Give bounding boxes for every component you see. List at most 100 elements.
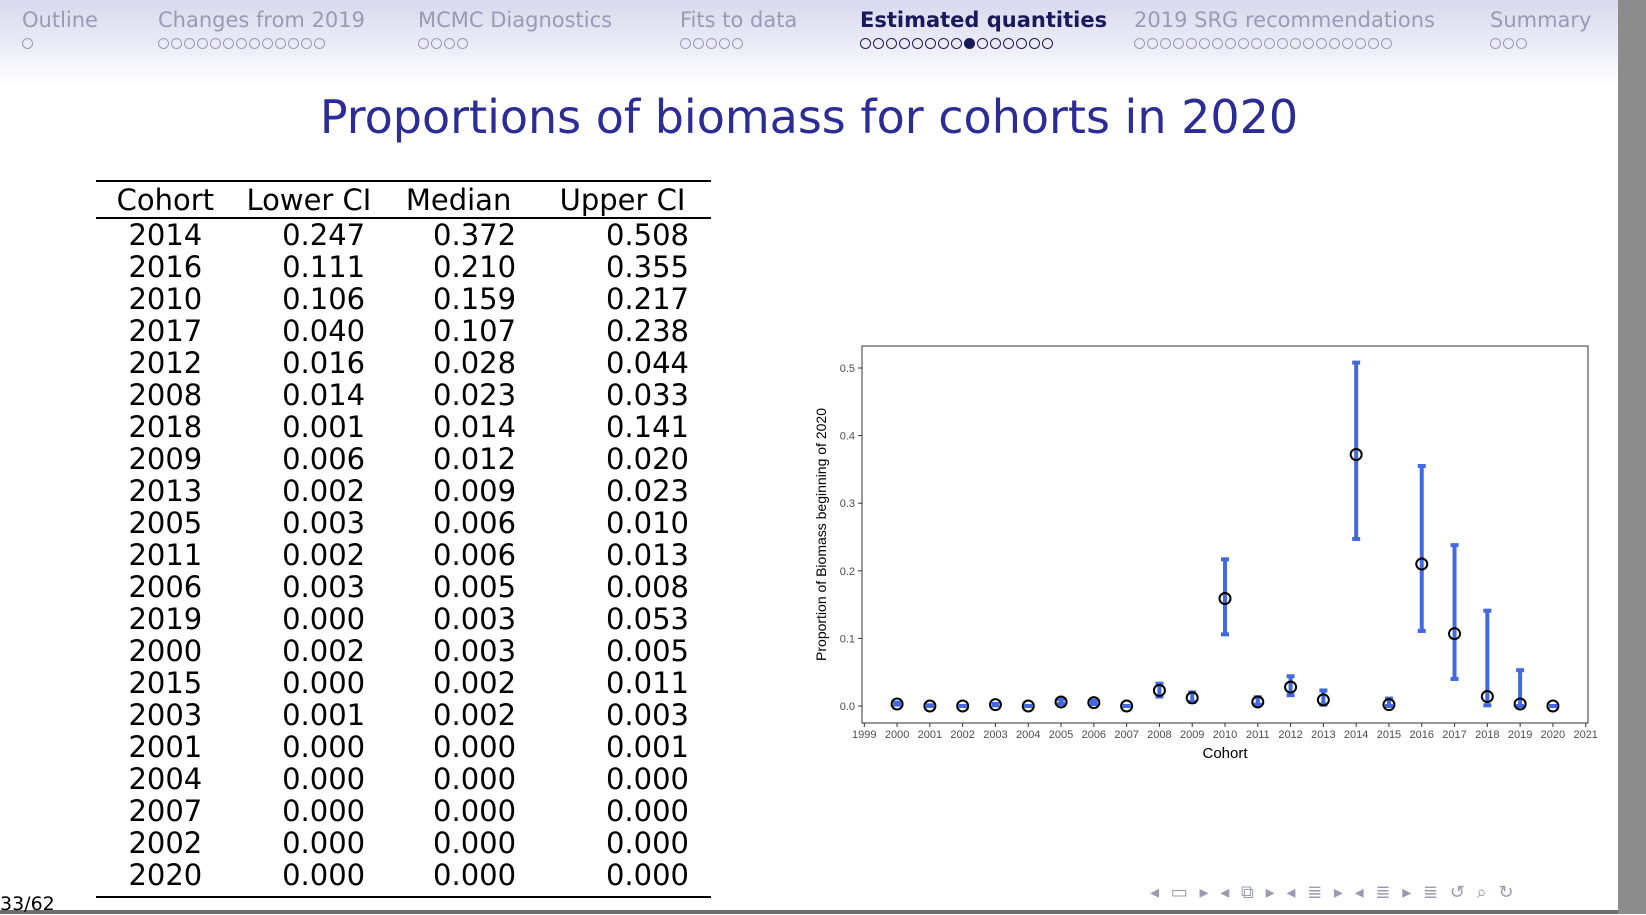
nav-dot[interactable] — [1186, 38, 1197, 49]
nav-section-label[interactable]: Changes from 2019 — [158, 8, 366, 32]
nav-dot[interactable] — [899, 38, 910, 49]
y-tick-label: 0.2 — [840, 566, 855, 578]
nav-dot[interactable] — [886, 38, 897, 49]
nav-section-6[interactable]: Summary — [1490, 8, 1591, 50]
cohort-cell: 2003 — [128, 698, 203, 732]
nav-section-label[interactable]: Estimated quantities — [860, 8, 1108, 32]
nav-dot[interactable] — [1160, 38, 1171, 49]
median-cell: 0.000 — [433, 730, 517, 764]
nav-dot[interactable] — [1503, 38, 1514, 49]
nav-dot[interactable] — [431, 38, 442, 49]
slide-title: Proportions of biomass for cohorts in 20… — [319, 90, 1299, 144]
nav-dot[interactable] — [1199, 38, 1210, 49]
nav-dot[interactable] — [1490, 38, 1501, 49]
median-point — [1546, 699, 1560, 713]
nav-dot[interactable] — [732, 38, 743, 49]
x-tick-label: 2016 — [1410, 729, 1434, 741]
cohort-cell: 2013 — [128, 474, 203, 508]
nav-section-2[interactable]: MCMC Diagnostics — [418, 8, 612, 50]
nav-dot[interactable] — [912, 38, 923, 49]
x-tick-label: 2010 — [1213, 729, 1237, 741]
nav-dot[interactable] — [1225, 38, 1236, 49]
nav-dot[interactable] — [1003, 38, 1014, 49]
nav-dot[interactable] — [210, 38, 221, 49]
nav-dot[interactable] — [1329, 38, 1340, 49]
nav-dot[interactable] — [1212, 38, 1223, 49]
nav-dot[interactable] — [693, 38, 704, 49]
table-row: 2017 0.040 0.107 0.238 — [96, 315, 711, 347]
nav-dot-current[interactable] — [964, 38, 975, 49]
nav-dot[interactable] — [1516, 38, 1527, 49]
nav-dot[interactable] — [1290, 38, 1301, 49]
nav-section-0[interactable]: Outline — [22, 8, 98, 50]
nav-dot[interactable] — [1238, 38, 1249, 49]
nav-section-1[interactable]: Changes from 2019 — [158, 8, 365, 50]
nav-dot[interactable] — [925, 38, 936, 49]
nav-dot[interactable] — [262, 38, 273, 49]
nav-dot[interactable] — [1355, 38, 1366, 49]
table-row: 2015 0.000 0.002 0.011 — [96, 667, 711, 699]
nav-dot[interactable] — [1042, 38, 1053, 49]
right-border-strip — [1618, 0, 1646, 914]
nav-dot[interactable] — [158, 38, 169, 49]
page-number: 33/62 — [0, 893, 55, 915]
median-point — [1054, 695, 1068, 709]
nav-section-label[interactable]: Outline — [22, 8, 98, 32]
nav-dot[interactable] — [1381, 38, 1392, 49]
x-tick-label: 2021 — [1573, 729, 1597, 741]
nav-dot[interactable] — [1368, 38, 1379, 49]
nav-dot[interactable] — [1264, 38, 1275, 49]
nav-dot[interactable] — [990, 38, 1001, 49]
nav-section-label[interactable]: Fits to data — [680, 8, 798, 32]
median-cell: 0.006 — [433, 538, 517, 572]
nav-dot[interactable] — [288, 38, 299, 49]
nav-dot[interactable] — [301, 38, 312, 49]
nav-dot[interactable] — [22, 38, 33, 49]
nav-dot[interactable] — [860, 38, 871, 49]
nav-dot[interactable] — [314, 38, 325, 49]
nav-dot[interactable] — [275, 38, 286, 49]
nav-dot[interactable] — [1342, 38, 1353, 49]
nav-section-3[interactable]: Fits to data — [680, 8, 797, 50]
nav-dot[interactable] — [719, 38, 730, 49]
nav-dot[interactable] — [1277, 38, 1288, 49]
nav-dot[interactable] — [1316, 38, 1327, 49]
beamer-navigation-controls[interactable]: ◂ ▭ ▸ ◂ ⧉ ▸ ◂ ≣ ▸ ◂ ≣ ▸ ≣ ↺ ⌕ ↻ — [1150, 882, 1517, 903]
nav-dot[interactable] — [873, 38, 884, 49]
nav-dot[interactable] — [444, 38, 455, 49]
nav-section-5[interactable]: 2019 SRG recommendations — [1134, 8, 1435, 50]
cohort-cell: 2019 — [128, 602, 203, 636]
upper-ci-cell: 0.001 — [605, 730, 689, 764]
nav-dot[interactable] — [249, 38, 260, 49]
nav-section-label[interactable]: MCMC Diagnostics — [418, 8, 613, 32]
nav-dot[interactable] — [223, 38, 234, 49]
upper-ci-cell: 0.141 — [605, 410, 689, 444]
nav-dot[interactable] — [1251, 38, 1262, 49]
lower-ci-cell: 0.000 — [282, 762, 366, 796]
nav-dot[interactable] — [1016, 38, 1027, 49]
nav-section-label[interactable]: Summary — [1490, 8, 1592, 32]
nav-dot[interactable] — [938, 38, 949, 49]
y-tick-label: 0.0 — [840, 701, 855, 713]
nav-dot[interactable] — [457, 38, 468, 49]
nav-dot[interactable] — [706, 38, 717, 49]
nav-dot[interactable] — [1134, 38, 1145, 49]
nav-dot[interactable] — [951, 38, 962, 49]
nav-dot[interactable] — [197, 38, 208, 49]
nav-dot[interactable] — [1303, 38, 1314, 49]
nav-dot[interactable] — [680, 38, 691, 49]
nav-slide-dots — [680, 38, 797, 50]
upper-ci-cell: 0.044 — [605, 346, 689, 380]
nav-section-4[interactable]: Estimated quantities — [860, 8, 1107, 50]
nav-dot[interactable] — [1147, 38, 1158, 49]
median-point — [1513, 697, 1527, 711]
nav-dot[interactable] — [977, 38, 988, 49]
nav-dot[interactable] — [184, 38, 195, 49]
nav-dot[interactable] — [171, 38, 182, 49]
nav-section-label[interactable]: 2019 SRG recommendations — [1134, 8, 1435, 32]
median-cell: 0.002 — [433, 666, 517, 700]
nav-dot[interactable] — [1173, 38, 1184, 49]
nav-dot[interactable] — [236, 38, 247, 49]
nav-dot[interactable] — [1029, 38, 1040, 49]
nav-dot[interactable] — [418, 38, 429, 49]
